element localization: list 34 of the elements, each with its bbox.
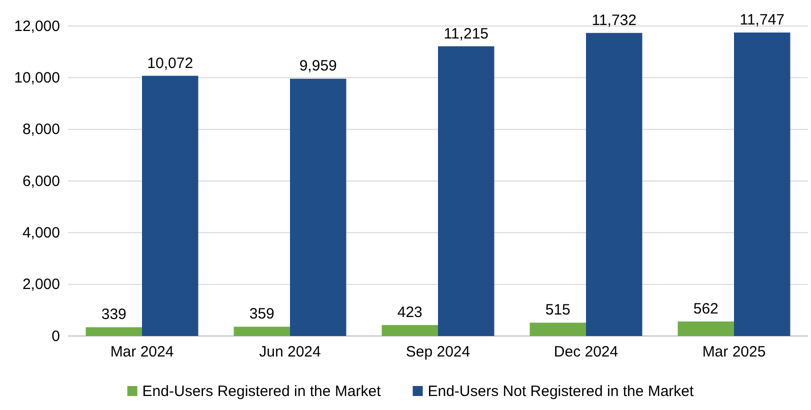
bar bbox=[530, 322, 586, 336]
bar bbox=[234, 326, 290, 336]
x-tick-label: Mar 2024 bbox=[110, 344, 174, 361]
bar bbox=[734, 32, 790, 336]
y-tick-label: 2,000 bbox=[22, 276, 60, 294]
bar bbox=[86, 327, 142, 336]
x-tick-label: Dec 2024 bbox=[554, 344, 618, 361]
data-label: 515 bbox=[545, 302, 570, 319]
data-label: 11,732 bbox=[592, 12, 637, 29]
y-tick-label: 10,000 bbox=[14, 69, 60, 86]
legend-label: End-Users Not Registered in the Market bbox=[428, 383, 695, 400]
bar bbox=[678, 321, 734, 336]
data-label: 11,215 bbox=[444, 25, 489, 42]
x-tick-label: Jun 2024 bbox=[259, 344, 321, 361]
data-label: 11,747 bbox=[740, 12, 785, 29]
y-tick-label: 12,000 bbox=[14, 18, 60, 35]
y-tick-label: 8,000 bbox=[22, 121, 60, 138]
data-label: 10,072 bbox=[147, 54, 194, 72]
data-label: 423 bbox=[397, 304, 422, 322]
legend-label: End-Users Registered in the Market bbox=[142, 383, 382, 400]
bar bbox=[382, 325, 438, 336]
y-tick-label: 4,000 bbox=[22, 224, 60, 242]
data-label: 359 bbox=[249, 306, 274, 323]
bar bbox=[142, 76, 198, 336]
y-tick-label: 6,000 bbox=[22, 172, 60, 190]
bar bbox=[290, 78, 346, 336]
y-tick-label: 0 bbox=[52, 328, 60, 345]
x-tick-label: Mar 2025 bbox=[702, 344, 766, 361]
x-tick-label: Sep 2024 bbox=[406, 344, 470, 361]
data-label: 9,959 bbox=[299, 58, 337, 75]
bar bbox=[586, 32, 642, 336]
data-label: 562 bbox=[693, 300, 718, 318]
bar bbox=[438, 46, 494, 336]
data-label: 339 bbox=[101, 306, 126, 324]
